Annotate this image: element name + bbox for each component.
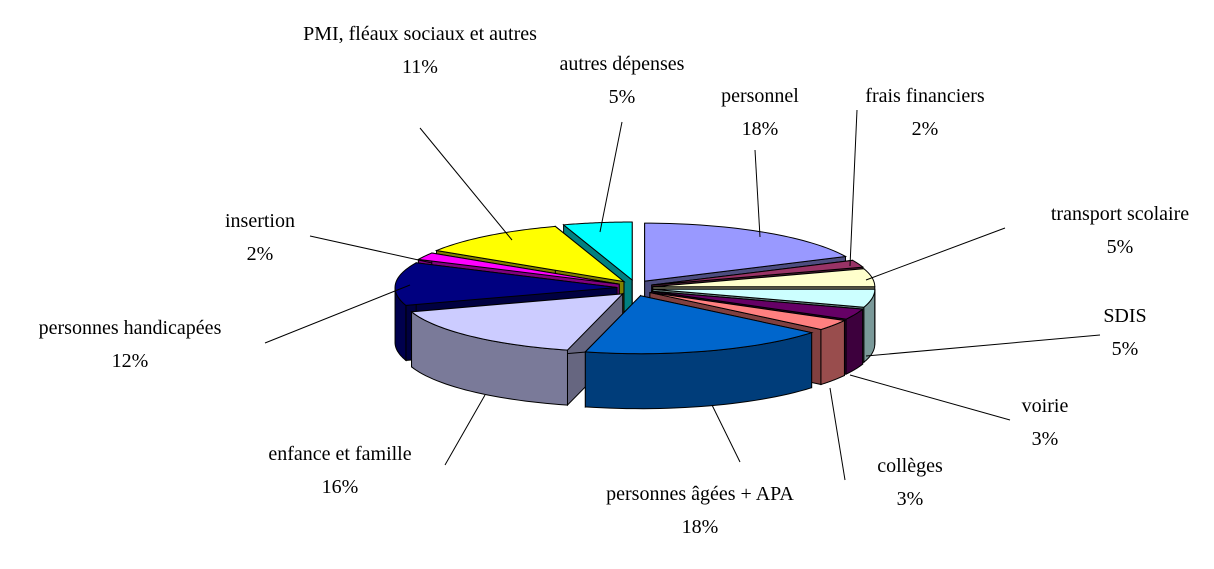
- slice-percent: 2%: [246, 243, 274, 265]
- slice-label: voirie 3%: [985, 390, 1105, 456]
- slice-label: personnes handicapées 12%: [5, 312, 255, 378]
- slice-top: [562, 221, 633, 282]
- leader-line: [599, 121, 623, 233]
- leader-line: [309, 235, 433, 264]
- slice-top: [644, 222, 848, 282]
- slice-name: transport scolaire: [1050, 203, 1190, 225]
- slice-label: frais financiers 2%: [815, 80, 1035, 146]
- slice-side: [820, 319, 845, 386]
- slice-label: enfance et famille 16%: [230, 438, 450, 504]
- slice-name: PMI, fléaux sociaux et autres: [303, 23, 537, 45]
- slice-top: [652, 288, 876, 308]
- leader-line: [849, 109, 858, 267]
- slice-name: enfance et famille: [268, 443, 412, 465]
- slice-label: collèges 3%: [850, 450, 970, 516]
- slice-name: personnel: [721, 85, 799, 107]
- slice-name: insertion: [225, 210, 295, 232]
- leader-line: [849, 374, 1011, 421]
- slice-percent: 3%: [896, 488, 924, 510]
- slice-name: personnes handicapées: [38, 317, 222, 339]
- slice-label: personnel 18%: [660, 80, 860, 146]
- pie-slice: [584, 294, 814, 410]
- leader-line: [419, 127, 513, 241]
- leader-line: [829, 387, 846, 481]
- leader-line: [865, 334, 1101, 357]
- slice-top: [584, 295, 814, 355]
- slice-name: frais financiers: [865, 85, 985, 107]
- slice-percent: 3%: [1031, 428, 1059, 450]
- slice-name: SDIS: [1103, 305, 1147, 327]
- slice-top: [649, 292, 847, 331]
- slice-name: personnes âgées + APA: [606, 483, 794, 505]
- slice-top: [410, 293, 624, 351]
- leader-line: [264, 284, 411, 344]
- slice-percent: 11%: [402, 56, 438, 78]
- leader-line: [444, 394, 486, 466]
- slice-label: insertion 2%: [200, 205, 320, 271]
- slice-percent: 5%: [608, 86, 636, 108]
- slice-label: transport scolaire 5%: [1010, 198, 1214, 264]
- slice-percent: 2%: [911, 118, 939, 140]
- slice-label: personnes âgées + APA 18%: [600, 478, 800, 544]
- slice-label: autres dépenses 5%: [522, 48, 722, 114]
- slice-percent: 18%: [741, 118, 779, 140]
- slice-top: [434, 225, 626, 283]
- slice-top: [416, 252, 620, 285]
- slice-percent: 16%: [321, 476, 359, 498]
- leader-line: [865, 227, 1006, 281]
- slice-percent: 18%: [681, 516, 719, 538]
- slice-percent: 5%: [1111, 338, 1139, 360]
- leader-line: [711, 404, 741, 463]
- slice-percent: 12%: [111, 350, 149, 372]
- slice-name: voirie: [1021, 395, 1069, 417]
- slice-side: [845, 308, 864, 375]
- slice-percent: 5%: [1106, 236, 1134, 258]
- slice-label: SDIS 5%: [1065, 300, 1185, 366]
- slice-top: [394, 262, 618, 306]
- slice-top: [651, 290, 864, 320]
- slice-name: collèges: [877, 455, 943, 477]
- slice-name: autres dépenses: [559, 53, 685, 75]
- leader-line: [754, 149, 761, 238]
- slice-label: PMI, fléaux sociaux et autres 11%: [285, 18, 555, 84]
- slice-top: [651, 259, 865, 286]
